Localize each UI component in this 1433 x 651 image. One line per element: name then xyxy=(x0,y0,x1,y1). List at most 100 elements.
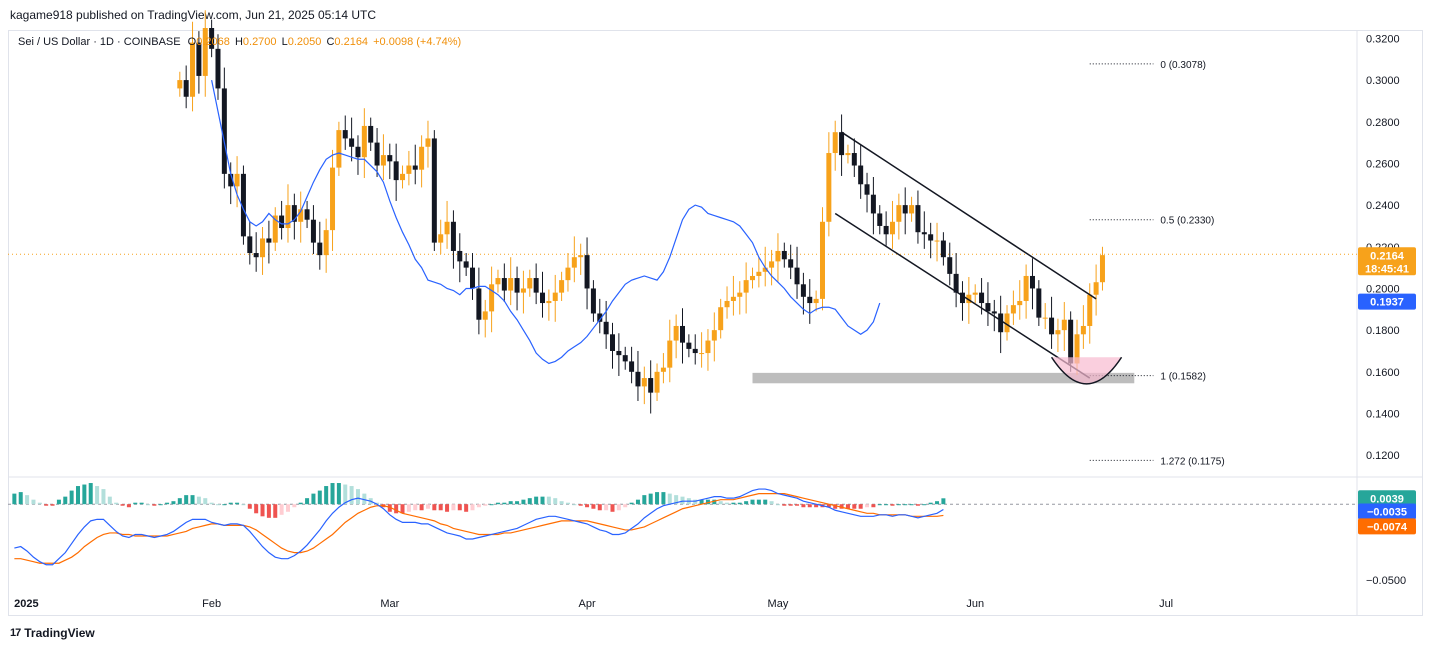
macd-histogram-bar xyxy=(852,504,857,509)
macd-histogram-bar xyxy=(515,501,520,505)
chart-frame[interactable] xyxy=(8,30,1423,616)
macd-histogram-bar xyxy=(273,504,278,518)
macd-histogram-bar xyxy=(203,498,208,505)
candle-body xyxy=(260,238,266,258)
macd-histogram-bar xyxy=(82,484,87,505)
macd-histogram-bar xyxy=(718,501,723,505)
candle-body xyxy=(737,292,743,297)
candle-body xyxy=(756,271,762,276)
candle-body xyxy=(571,257,577,268)
candle-body xyxy=(578,255,584,258)
candle-body xyxy=(807,296,813,304)
candle-body xyxy=(1080,325,1086,335)
macd-histogram-bar xyxy=(355,489,360,505)
candle-body xyxy=(928,234,934,241)
macd-histogram-bar xyxy=(814,504,819,508)
macd-y-tick-label: −0.0500 xyxy=(1366,575,1406,587)
candle-body xyxy=(858,165,864,185)
candle-body xyxy=(540,292,546,304)
candle-body xyxy=(291,205,297,222)
macd-histogram-bar xyxy=(464,504,469,512)
candle-body xyxy=(584,255,590,289)
candle-body xyxy=(1068,319,1074,364)
macd-histogram-bar xyxy=(88,483,93,505)
candle-body xyxy=(1029,275,1035,289)
macd-histogram-bar xyxy=(476,504,481,508)
macd-histogram-bar xyxy=(508,501,513,505)
candle-body xyxy=(228,173,234,187)
candle-body xyxy=(1061,319,1067,331)
candle-body xyxy=(470,267,476,289)
change-value: +0.0098 (+4.74%) xyxy=(373,36,462,48)
signal-badge: −0.0074 xyxy=(1367,521,1408,533)
candle-body xyxy=(501,278,507,291)
macd-histogram-bar xyxy=(858,504,863,509)
candle-body xyxy=(533,278,539,293)
candle-body xyxy=(998,313,1004,333)
macd-histogram-bar xyxy=(540,496,545,505)
ma-badge-bg xyxy=(1358,293,1416,310)
macd-signal-line xyxy=(14,493,944,564)
symbol-label[interactable]: Sei / US Dollar · 1D · COINBASE xyxy=(18,36,181,48)
candle-body xyxy=(419,146,425,170)
candle-body xyxy=(1042,317,1048,319)
candle-body xyxy=(527,278,533,289)
candle-body xyxy=(889,221,895,235)
macd-histogram-bar xyxy=(37,502,42,505)
x-tick-label: Feb xyxy=(202,598,221,610)
macd-histogram-bar xyxy=(922,504,927,506)
fib-level-label: 1.272 (0.1175) xyxy=(1160,456,1224,467)
macd-histogram-bar xyxy=(25,495,30,505)
macd-histogram-bar xyxy=(432,504,437,511)
y-tick-label: 0.2400 xyxy=(1366,200,1400,212)
high-label: H xyxy=(234,36,243,48)
candle-body xyxy=(610,334,616,351)
macd-histogram-bar xyxy=(534,496,539,505)
macd-histogram-bar xyxy=(438,504,443,511)
macd-histogram-bar xyxy=(915,504,920,506)
candle-body xyxy=(749,275,755,281)
macd-histogram-bar xyxy=(655,492,660,505)
macd-histogram-bar xyxy=(63,496,68,505)
macd-histogram-bar xyxy=(737,502,742,505)
x-tick-label: Apr xyxy=(578,598,595,610)
macd-histogram-bar xyxy=(801,504,806,508)
candle-body xyxy=(450,221,456,251)
candle-body xyxy=(317,242,323,256)
macd-histogram-bar xyxy=(559,501,564,505)
candle-body xyxy=(368,125,374,143)
macd-histogram-bar xyxy=(184,495,189,505)
macd-histogram-bar xyxy=(788,504,793,506)
macd-histogram-bar xyxy=(285,504,290,512)
candle-body xyxy=(622,355,628,362)
y-tick-label: 0.1200 xyxy=(1366,450,1400,462)
price-badge-bg xyxy=(1358,247,1416,276)
candle-body xyxy=(1055,330,1061,335)
macd-histogram-bar xyxy=(756,499,761,505)
high-value: 0.2700 xyxy=(242,36,277,48)
tradingview-brand[interactable]: 17 TradingView xyxy=(10,626,95,640)
candle-body xyxy=(864,184,870,195)
candle-body xyxy=(552,292,558,301)
macd-histogram-bar xyxy=(693,499,698,505)
macd-histogram-bar xyxy=(495,502,500,505)
low-value: 0.2050 xyxy=(287,36,322,48)
macd-histogram-bar xyxy=(807,504,812,508)
macd-histogram-bar xyxy=(343,484,348,505)
channel-upper-line xyxy=(841,131,1097,300)
macd-histogram-bar xyxy=(247,504,252,509)
candle-body xyxy=(826,153,832,222)
candle-body xyxy=(463,261,469,268)
tradingview-logo-icon: 17 xyxy=(10,627,21,639)
brand-name: TradingView xyxy=(24,626,95,640)
candle-body xyxy=(819,221,825,299)
candle-body xyxy=(406,165,412,174)
candle-body xyxy=(896,205,902,222)
fib-level-label: 0 (0.3078) xyxy=(1160,60,1206,71)
macd-histogram-bar xyxy=(165,502,170,505)
macd-histogram-bar xyxy=(292,504,297,508)
candle-body xyxy=(1023,275,1029,301)
candle-body xyxy=(692,348,698,354)
macd-histogram-bar xyxy=(502,502,507,505)
